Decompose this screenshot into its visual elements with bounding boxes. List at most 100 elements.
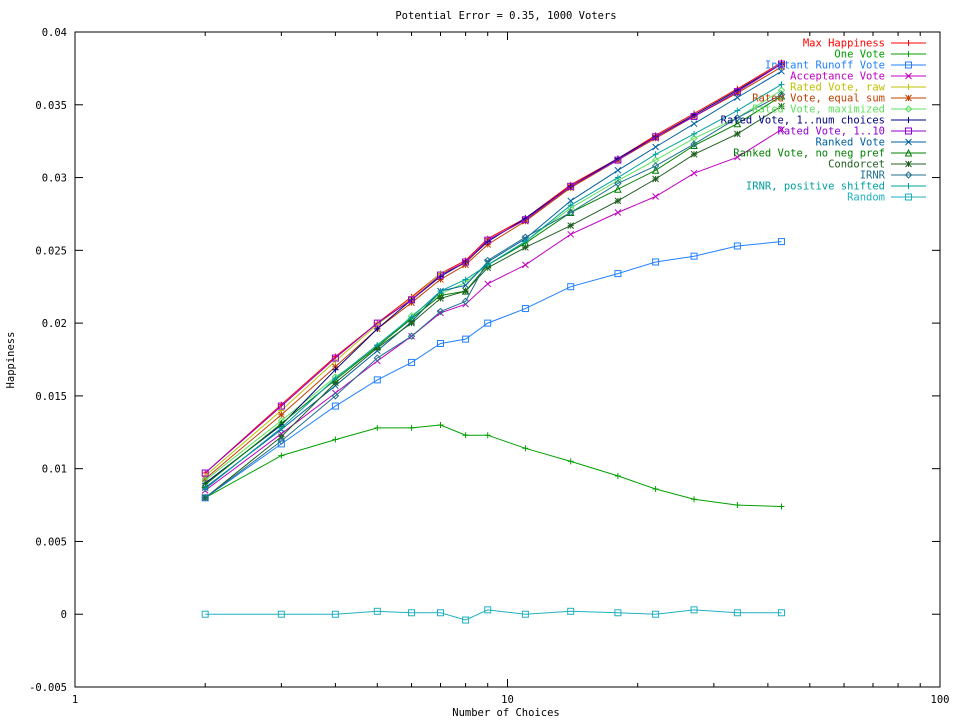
data-point xyxy=(522,445,529,452)
data-point xyxy=(567,458,574,465)
data-point xyxy=(777,90,786,99)
legend-marker xyxy=(905,127,912,135)
data-point xyxy=(567,283,575,291)
series-rated-vote-1-10 xyxy=(201,60,785,477)
data-point xyxy=(202,486,209,493)
data-point xyxy=(614,197,622,205)
x-tick-label: 10 xyxy=(501,694,514,706)
data-point xyxy=(201,469,209,477)
legend-marker xyxy=(905,40,912,46)
legend-marker xyxy=(905,138,912,146)
data-point xyxy=(522,244,529,251)
data-point xyxy=(408,296,416,304)
chart-title: Potential Error = 0.35, 1000 Voters xyxy=(395,10,616,22)
data-point xyxy=(484,432,491,439)
legend-label: Rated Vote, raw xyxy=(790,82,886,94)
data-point xyxy=(437,339,445,347)
data-point xyxy=(778,102,785,110)
legend-key xyxy=(891,171,926,179)
data-point xyxy=(437,271,445,279)
data-point xyxy=(462,276,469,283)
data-point xyxy=(278,433,285,440)
data-point xyxy=(652,143,659,151)
data-point xyxy=(778,67,785,75)
legend-key xyxy=(891,84,926,90)
data-point xyxy=(374,325,381,332)
series-layer xyxy=(201,59,786,624)
data-point xyxy=(332,366,339,373)
data-point xyxy=(278,452,285,459)
axis-ticks: -0.005 0 0.005 0.01 0.015 0.02 0.025 0.03 0.035 0… xyxy=(29,27,949,706)
legend-label: Condorcet xyxy=(828,159,885,171)
data-point xyxy=(373,319,381,327)
data-point xyxy=(778,503,785,510)
legend-key xyxy=(891,61,926,69)
y-axis-label: Happiness xyxy=(5,332,17,389)
data-point xyxy=(734,107,741,114)
legend-key xyxy=(891,148,926,157)
y-tick-label: 0.04 xyxy=(42,27,67,39)
y-tick-label: 0.02 xyxy=(42,318,67,330)
data-point xyxy=(278,424,285,431)
data-point xyxy=(652,193,659,200)
data-point xyxy=(652,610,660,618)
data-point xyxy=(733,88,741,96)
data-point xyxy=(567,197,575,205)
data-point xyxy=(614,174,621,181)
legend-marker xyxy=(905,72,912,80)
data-point xyxy=(690,112,698,120)
data-point xyxy=(201,494,209,502)
legend-key xyxy=(891,127,926,135)
data-point xyxy=(407,332,416,340)
data-point xyxy=(437,288,444,295)
data-point xyxy=(437,422,444,428)
data-point xyxy=(408,424,415,431)
data-point xyxy=(277,437,286,445)
data-point xyxy=(484,236,492,244)
y-tick-label: 0.025 xyxy=(35,245,67,257)
data-point xyxy=(408,358,416,366)
data-point xyxy=(777,60,785,68)
data-point xyxy=(373,354,382,362)
data-point xyxy=(614,179,622,188)
y-tick-label: 0.03 xyxy=(42,173,67,185)
legend-label: IRNR xyxy=(860,170,886,182)
data-point xyxy=(690,252,698,260)
data-point xyxy=(690,120,698,128)
data-point xyxy=(733,609,741,617)
data-point xyxy=(331,402,339,410)
data-point xyxy=(652,175,659,183)
data-point xyxy=(733,114,742,122)
data-point xyxy=(332,375,339,382)
legend-marker xyxy=(905,183,912,189)
data-point xyxy=(201,610,209,618)
series-random xyxy=(201,606,785,624)
data-point xyxy=(484,606,492,614)
data-point xyxy=(201,475,209,483)
series-irnr-positive-shifted xyxy=(202,81,785,493)
data-point xyxy=(614,472,621,479)
y-tick-label: 0.015 xyxy=(35,391,67,403)
data-point xyxy=(408,319,415,327)
legend-key xyxy=(891,51,926,57)
data-point xyxy=(777,238,785,246)
data-point xyxy=(437,295,444,302)
series-irnr xyxy=(201,90,786,502)
y-tick-label: 0.005 xyxy=(35,536,67,548)
data-point xyxy=(690,606,698,614)
data-point xyxy=(331,392,340,400)
data-point xyxy=(690,169,698,177)
data-point xyxy=(614,185,622,193)
data-point xyxy=(484,261,491,268)
legend-marker xyxy=(905,51,912,57)
data-point xyxy=(614,209,622,216)
data-point xyxy=(278,411,285,419)
data-point xyxy=(691,496,698,503)
legend-key xyxy=(891,40,926,46)
data-point xyxy=(733,119,742,128)
y-tick-label: -0.005 xyxy=(29,682,67,694)
series-line xyxy=(204,94,782,499)
